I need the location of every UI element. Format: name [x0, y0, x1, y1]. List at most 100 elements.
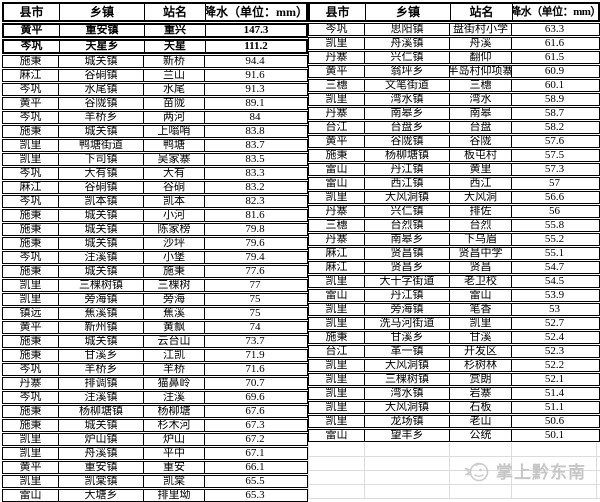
cell-rainfall: 56.6	[511, 192, 597, 203]
cell-station: 凯棠	[143, 476, 204, 487]
cell-station: 下乌眉	[449, 234, 511, 245]
cell-rainfall: 58.7	[511, 108, 597, 119]
cell-station: 贤昌中学	[449, 248, 511, 259]
cell-town: 城关镇	[58, 238, 143, 249]
cell-rainfall: 52.2	[511, 360, 597, 371]
table-row: 岑巩 凯本镇 凯本 82.3	[2, 195, 308, 208]
table-row: 凯里 三棵树镇 赏朗 52.1	[308, 373, 600, 386]
cell-county: 麻江	[19, 70, 42, 81]
cell-station: 新桥	[143, 56, 204, 67]
cell-rainfall: 91.6	[204, 70, 305, 81]
cell-county: 黄平	[19, 462, 42, 473]
cell-station: 老卫校	[449, 276, 511, 287]
table-row: 黄平 重安镇 重兴 147.3	[2, 23, 308, 38]
cell-county: 凯里	[325, 94, 348, 105]
cell-county: 雷山	[19, 490, 42, 501]
cell-county: 雷山	[325, 178, 348, 189]
cell-county: 施秉	[19, 238, 42, 249]
cell-county: 凯里	[325, 318, 348, 329]
cell-town: 大风洞镇	[364, 360, 449, 371]
cell-county: 黄平	[20, 25, 43, 36]
table-row: 三穗 台烈镇 台烈 55.8	[308, 219, 600, 232]
cell-rainfall: 66.1	[204, 462, 305, 473]
table-row: 黄平 翁坪乡 半岛村仰项寨 60.9	[308, 65, 600, 78]
cell-county: 凯里	[325, 38, 348, 49]
cell-station: 大风洞	[449, 192, 511, 203]
table-row: 岑巩 注溪镇 小堡 79.4	[2, 251, 308, 264]
cell-county: 雷山	[325, 290, 348, 301]
cell-rainfall: 79.4	[204, 252, 305, 263]
cell-rainfall: 94.4	[204, 56, 305, 67]
cell-town: 谷硐镇	[58, 70, 143, 81]
header-station: 站名	[144, 4, 205, 20]
cell-county: 凯里	[325, 416, 348, 427]
cell-rainfall: 56	[511, 206, 597, 217]
table-row: 施秉 城关镇 新桥 94.4	[2, 55, 308, 68]
cell-county: 施秉	[325, 332, 348, 343]
empty-grid-cell	[364, 443, 449, 456]
empty-grid-cell	[449, 443, 511, 456]
cell-station: 笔香	[449, 304, 511, 315]
cell-rainfall: 79.6	[204, 238, 305, 249]
cell-station: 翻仰	[449, 52, 511, 63]
cell-town: 城关镇	[58, 56, 143, 67]
cell-station: 炉山	[143, 434, 204, 445]
header-county: 县市	[325, 5, 350, 19]
cell-county: 丹寨	[325, 108, 348, 119]
cell-rainfall: 79.8	[204, 224, 305, 235]
cell-station: 杨柳塘	[143, 406, 204, 417]
table-row: 凯里 旁海镇 旁海 75	[2, 293, 308, 306]
cell-town: 新州镇	[58, 322, 143, 333]
table-header-row: 县市 乡镇 站名 降水（单位：mm）	[308, 2, 600, 22]
rainfall-table-right: 县市 乡镇 站名 降水（单位：mm） 岑巩 思阳镇 盘街村小学 63.3 凯里 舟溪镇 舟溪 61.6…	[308, 2, 600, 499]
table-row: 麻江 贤昌乡 贤昌 54.7	[308, 261, 600, 274]
cell-rainfall: 53.9	[511, 290, 597, 301]
table-row: 凯里 舟溪镇 舟溪 61.6	[308, 37, 600, 50]
cell-station: 甘溪	[449, 332, 511, 343]
cell-station: 小堡	[143, 252, 204, 263]
table-row: 施秉 城关镇 上嗡哨 83.8	[2, 125, 308, 138]
cell-station: 贤昌	[449, 262, 511, 273]
cell-station: 沙坪	[143, 238, 204, 249]
empty-grid-cell	[309, 471, 364, 484]
table-row: 施秉 城关镇 杉木河 67.3	[2, 419, 308, 432]
cell-county: 岑巩	[19, 168, 42, 179]
table-row: 岑巩 思阳镇 盘街村小学 63.3	[308, 23, 600, 36]
cell-station: 鸭塘	[143, 140, 204, 151]
cell-rainfall: 60.1	[511, 80, 597, 91]
cell-county: 岑巩	[20, 41, 43, 52]
table-row: 丹寨 兴仁镇 翻仰 61.5	[308, 51, 600, 64]
cell-county: 施秉	[19, 266, 42, 277]
empty-grid-cell	[364, 471, 449, 484]
cell-town: 城关镇	[58, 210, 143, 221]
cell-rainfall: 147.3	[205, 25, 306, 36]
empty-grid-row	[308, 485, 600, 499]
cell-county: 施秉	[19, 406, 42, 417]
cell-county: 麻江	[325, 248, 348, 259]
cell-station: 水尾	[143, 84, 204, 95]
cell-town: 洗马河街道	[364, 318, 449, 329]
cell-county: 三穗	[325, 220, 348, 231]
table-row: 黄平 新州镇 黄飘 74	[2, 321, 308, 334]
cell-station: 排里坳	[143, 490, 204, 501]
cell-town: 甘溪乡	[58, 350, 143, 361]
cell-rainfall: 89.1	[204, 98, 305, 109]
cell-town: 谷陇镇	[364, 136, 449, 147]
table-row: 凯里 炉山镇 炉山 67.2	[2, 433, 308, 446]
cell-town: 杨柳塘镇	[58, 406, 143, 417]
cell-rainfall: 51.4	[511, 388, 597, 399]
cell-county: 凯里	[325, 192, 348, 203]
cell-town: 贤昌乡	[364, 262, 449, 273]
cell-rainfall: 77.6	[204, 266, 305, 277]
cell-county: 岑巩	[19, 84, 42, 95]
cell-station: 上嗡哨	[143, 126, 204, 137]
cell-town: 凯棠镇	[58, 476, 143, 487]
cell-county: 凯里	[325, 276, 348, 287]
table-row: 凯里 湾水镇 湾水 58.9	[308, 93, 600, 106]
cell-rainfall: 75	[204, 294, 305, 305]
cell-town: 重安镇	[58, 462, 143, 473]
cell-county: 台江	[325, 122, 348, 133]
cell-town: 鸭塘街道	[58, 140, 143, 151]
cell-rainfall: 52.1	[511, 374, 597, 385]
empty-grid-row	[308, 443, 600, 457]
